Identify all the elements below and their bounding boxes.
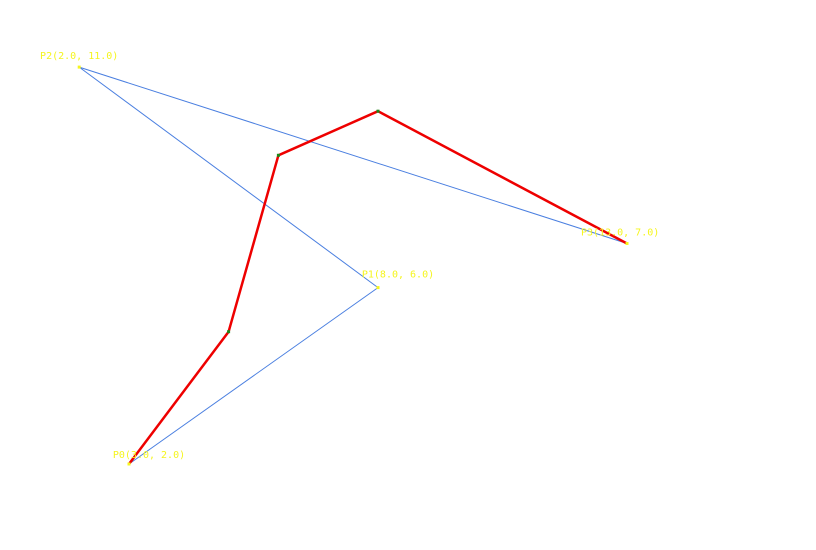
control-point-label-1: P1(8.0, 6.0)	[362, 270, 434, 281]
curve-segment-3	[376, 109, 629, 245]
curve-segment-1	[227, 154, 280, 333]
curve-vertex-3	[376, 109, 380, 113]
approximation-curve	[127, 109, 629, 466]
curve-vertex-1	[227, 330, 231, 334]
control-point-marker-0[interactable]	[127, 462, 131, 466]
curve-segment-2	[277, 109, 380, 157]
vertex-markers	[77, 65, 629, 466]
control-point-label-3: P3(13.0, 7.0)	[581, 228, 659, 239]
control-point-marker-3[interactable]	[625, 242, 629, 245]
control-point-marker-1[interactable]	[376, 286, 380, 290]
control-point-marker-2[interactable]	[77, 65, 81, 69]
point-labels: P0(3.0, 2.0) P1(8.0, 6.0) P2(2.0, 11.0) P3(…	[40, 51, 659, 461]
curve-vertex-2	[276, 153, 280, 157]
control-polygon	[78, 66, 628, 465]
control-polygon-segment-1	[78, 66, 379, 289]
control-point-label-0: P0(3.0, 2.0)	[113, 450, 185, 461]
curve-segment-0	[127, 330, 230, 466]
control-polygon-segment-0	[128, 287, 379, 465]
control-point-label-2: P2(2.0, 11.0)	[40, 51, 118, 62]
control-polygon-segment-2	[79, 66, 628, 244]
